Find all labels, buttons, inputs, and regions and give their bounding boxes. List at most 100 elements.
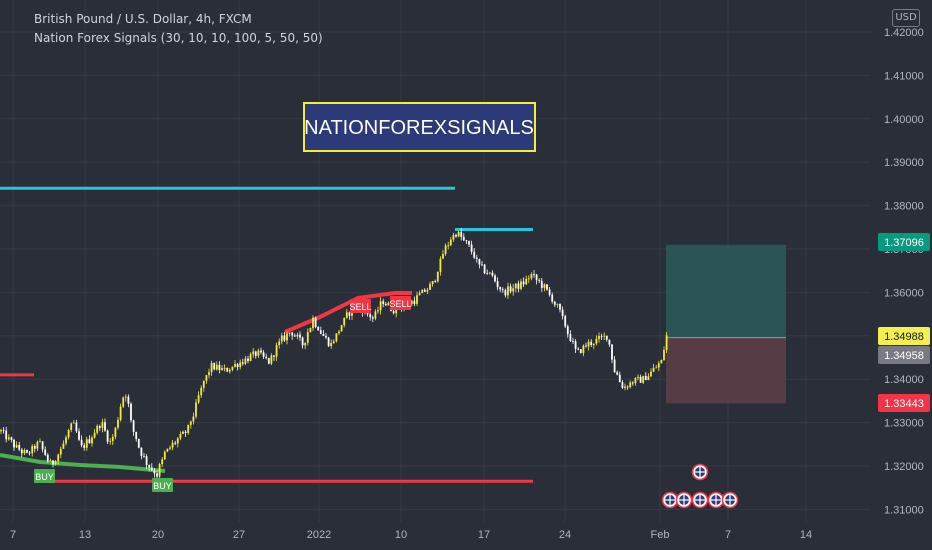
candle [559, 303, 561, 310]
candle [371, 317, 374, 319]
candle [28, 452, 31, 454]
candle [522, 281, 525, 285]
candle [247, 358, 249, 362]
economic-event-flag[interactable] [661, 491, 679, 509]
candle [603, 335, 606, 337]
price-label-take-profit: 1.37096 [878, 233, 930, 251]
candle [301, 337, 304, 346]
candle [442, 253, 444, 259]
candle [332, 341, 335, 343]
candle [52, 460, 54, 465]
candle [629, 382, 632, 388]
banner-text: NATIONFOREXSIGNALS [304, 117, 534, 139]
candle [189, 421, 192, 425]
candle [475, 257, 478, 259]
take-profit-zone[interactable] [666, 244, 786, 338]
symbol-title: British Pound / U.S. Dollar, 4h, FXCM [34, 12, 252, 26]
price-tick-label: 1.32000 [884, 461, 924, 473]
candle [195, 402, 197, 417]
price-label-text: 1.37096 [884, 237, 924, 249]
candle [0, 430, 2, 432]
economic-event-flag[interactable] [675, 491, 693, 509]
candle [507, 286, 509, 296]
candle [283, 335, 286, 341]
candle [150, 467, 153, 471]
sell-trend-line[interactable] [284, 291, 412, 334]
buy-trend-line[interactable] [0, 453, 166, 473]
candle [104, 422, 106, 431]
candle [286, 333, 288, 341]
candle [10, 437, 13, 440]
candle [470, 244, 473, 252]
candle [374, 311, 377, 319]
signal-box [152, 478, 173, 492]
economic-event-flag[interactable] [707, 491, 725, 509]
signal-sell[interactable]: SELL [389, 296, 412, 310]
candle [416, 295, 418, 304]
candle [101, 422, 104, 428]
candle [598, 336, 600, 339]
candle [592, 343, 595, 345]
candle [577, 348, 580, 350]
event-flags[interactable] [661, 463, 739, 509]
signal-buy[interactable]: BUY [34, 469, 55, 483]
candle [88, 439, 91, 444]
candle [663, 350, 665, 361]
candle [486, 273, 489, 275]
signal-text: SELL [349, 302, 371, 312]
candle [254, 351, 257, 356]
candle [215, 364, 218, 370]
stop-loss-zone[interactable] [666, 337, 786, 404]
candle [639, 376, 642, 383]
candle [574, 341, 577, 349]
candle [553, 301, 556, 305]
time-tick-label: 2022 [307, 529, 331, 541]
candle [652, 367, 655, 372]
candle [65, 437, 67, 444]
candle [530, 274, 533, 279]
candle [208, 372, 210, 376]
candle [46, 454, 49, 461]
banner: NATIONFOREXSIGNALS [303, 102, 536, 152]
economic-event-flag[interactable] [721, 491, 739, 509]
candle [197, 395, 200, 403]
currency-badge[interactable]: USD [892, 9, 920, 27]
candle [130, 403, 132, 421]
candle [267, 358, 270, 364]
candle [231, 366, 234, 370]
candle [520, 281, 522, 289]
candle [33, 446, 36, 449]
time-tick-label: 7 [10, 529, 16, 541]
candle [642, 375, 645, 383]
economic-event-flag[interactable] [691, 491, 709, 509]
signal-buy[interactable]: BUY [152, 478, 173, 492]
price-tick-label: 1.42000 [884, 27, 924, 39]
banner-box [303, 102, 536, 152]
candle [143, 455, 145, 457]
candle [187, 424, 190, 433]
candle [239, 362, 242, 368]
candle [462, 236, 465, 241]
candle [436, 271, 439, 282]
time-tick-label: 17 [478, 529, 490, 541]
economic-event-flag[interactable] [691, 463, 709, 481]
candle [202, 380, 205, 388]
candle [161, 459, 164, 465]
candle [26, 450, 28, 453]
time-axis[interactable]: 7 13 20 27 2022 10 17 24 Feb 7 14 [10, 529, 812, 541]
candle [44, 449, 47, 455]
candle [556, 303, 559, 305]
candle [538, 280, 541, 281]
candle [296, 334, 299, 337]
candle [624, 386, 626, 388]
candle [421, 289, 424, 294]
candle [322, 334, 325, 336]
candle [119, 406, 122, 420]
candle [348, 312, 351, 316]
signal-sell[interactable]: SELL [349, 299, 372, 313]
indicator-legend[interactable]: Nation Forex Signals (30, 10, 10, 100, 5… [34, 31, 323, 45]
trend-lines [0, 291, 412, 473]
candle [218, 364, 221, 371]
candle [210, 362, 213, 373]
